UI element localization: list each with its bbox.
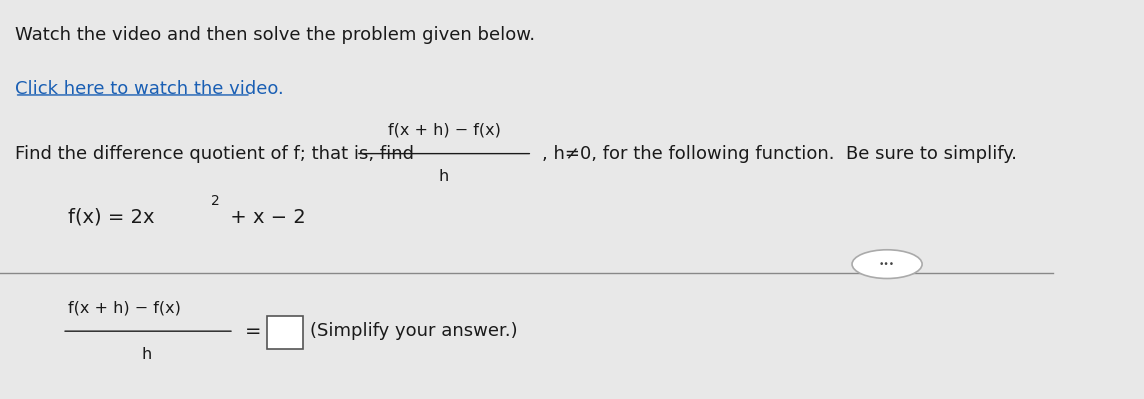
Text: Watch the video and then solve the problem given below.: Watch the video and then solve the probl…	[15, 26, 534, 44]
Text: Click here to watch the video.: Click here to watch the video.	[15, 80, 284, 98]
Text: h: h	[439, 169, 450, 184]
Text: f(x + h) − f(x): f(x + h) − f(x)	[388, 123, 501, 138]
Text: •••: •••	[879, 260, 895, 269]
Text: (Simplify your answer.): (Simplify your answer.)	[310, 322, 517, 340]
Text: , h≠0, for the following function.  Be sure to simplify.: , h≠0, for the following function. Be su…	[542, 144, 1017, 163]
FancyBboxPatch shape	[267, 316, 303, 349]
Ellipse shape	[852, 250, 922, 279]
Text: h: h	[142, 347, 152, 362]
Text: f(x) = 2x: f(x) = 2x	[67, 208, 154, 227]
Text: =: =	[245, 322, 262, 341]
Text: f(x + h) − f(x): f(x + h) − f(x)	[67, 300, 181, 316]
Text: Find the difference quotient of f; that is, find: Find the difference quotient of f; that …	[15, 144, 414, 163]
Text: + x − 2: + x − 2	[224, 208, 305, 227]
Text: 2: 2	[212, 194, 220, 209]
